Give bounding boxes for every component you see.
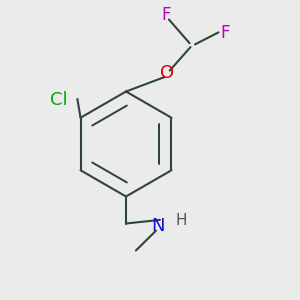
Text: F: F	[221, 24, 230, 42]
Text: Cl: Cl	[50, 91, 68, 109]
Text: H: H	[175, 213, 187, 228]
Text: N: N	[152, 217, 165, 235]
Text: O: O	[160, 64, 175, 82]
Text: F: F	[161, 6, 171, 24]
